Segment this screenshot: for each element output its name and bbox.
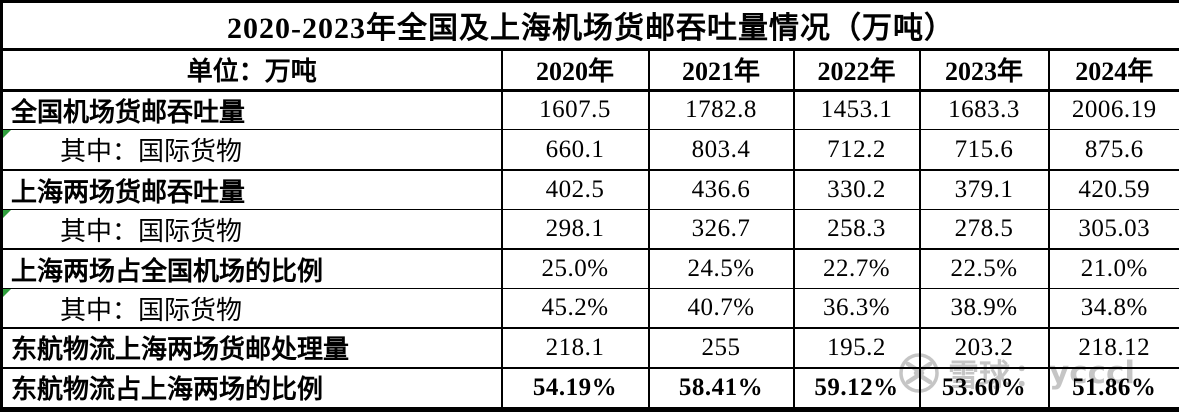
cell-value: 1607.5 <box>501 90 650 131</box>
cell-value: 22.7% <box>793 249 921 290</box>
cell-value: 715.6 <box>919 129 1050 172</box>
table-row: 东航物流上海两场货邮处理量 218.1 255 195.2 203.2 218.… <box>1 328 1179 369</box>
cell-value: 379.1 <box>919 170 1050 211</box>
table-row: 2020-2023年全国及上海机场货邮吞吐量情况（万吨） <box>1 1 1179 51</box>
cell-value: 326.7 <box>648 209 795 251</box>
cell-value: 203.2 <box>919 328 1050 369</box>
cell-value: 195.2 <box>793 328 921 369</box>
table-title: 2020-2023年全国及上海机场货邮吞吐量情况（万吨） <box>1 1 1179 51</box>
cell-value: 402.5 <box>501 170 650 211</box>
row-label: 上海两场占全国机场的比例 <box>1 249 503 290</box>
excel-error-indicator-icon <box>3 210 11 219</box>
cell-value: 660.1 <box>501 129 650 172</box>
cell-value: 218.1 <box>501 328 650 369</box>
cell-value: 36.3% <box>793 288 921 330</box>
cell-value: 40.7% <box>648 288 795 330</box>
cell-value: 1683.3 <box>919 90 1050 131</box>
year-header: 2023年 <box>919 49 1050 92</box>
cell-value: 21.0% <box>1048 249 1179 290</box>
row-label: 其中：国际货物 <box>1 288 503 330</box>
cell-value: 330.2 <box>793 170 921 211</box>
cell-value: 24.5% <box>648 249 795 290</box>
cell-value: 45.2% <box>501 288 650 330</box>
excel-error-indicator-icon <box>3 289 11 298</box>
row-label: 其中：国际货物 <box>1 129 503 172</box>
row-label-text: 其中：国际货物 <box>60 137 243 167</box>
table-row: 东航物流占上海两场的比例 54.19% 58.41% 59.12% 53.60%… <box>1 367 1179 411</box>
cell-value: 1453.1 <box>793 90 921 131</box>
table-row: 其中：国际货物 660.1 803.4 712.2 715.6 875.6 <box>1 129 1179 172</box>
cell-value: 22.5% <box>919 249 1050 290</box>
year-header: 2024年 <box>1048 49 1179 92</box>
cell-value: 258.3 <box>793 209 921 251</box>
table-row: 其中：国际货物 45.2% 40.7% 36.3% 38.9% 34.8% <box>1 288 1179 330</box>
cell-value: 1782.8 <box>648 90 795 131</box>
cell-value: 58.41% <box>648 367 795 411</box>
row-label: 其中：国际货物 <box>1 209 503 251</box>
row-label-text: 其中：国际货物 <box>60 295 243 325</box>
cell-value: 53.60% <box>919 367 1050 411</box>
cell-value: 436.6 <box>648 170 795 211</box>
table-row: 其中：国际货物 298.1 326.7 258.3 278.5 305.03 <box>1 209 1179 251</box>
cell-value: 298.1 <box>501 209 650 251</box>
cell-value: 59.12% <box>793 367 921 411</box>
row-label: 东航物流上海两场货邮处理量 <box>1 328 503 369</box>
excel-error-indicator-icon <box>3 130 11 139</box>
year-header: 2022年 <box>793 49 921 92</box>
cell-value: 34.8% <box>1048 288 1179 330</box>
cell-value: 25.0% <box>501 249 650 290</box>
cell-value: 51.86% <box>1048 367 1179 411</box>
unit-header-cell: 单位：万吨 <box>1 49 503 92</box>
cell-value: 2006.19 <box>1048 90 1179 131</box>
table-row: 上海两场货邮吞吐量 402.5 436.6 330.2 379.1 420.59 <box>1 170 1179 211</box>
cell-value: 278.5 <box>919 209 1050 251</box>
table-row: 全国机场货邮吞吐量 1607.5 1782.8 1453.1 1683.3 20… <box>1 90 1179 131</box>
row-label: 东航物流占上海两场的比例 <box>1 367 503 411</box>
cell-value: 420.59 <box>1048 170 1179 211</box>
cell-value: 255 <box>648 328 795 369</box>
cell-value: 305.03 <box>1048 209 1179 251</box>
year-header: 2020年 <box>501 49 650 92</box>
cell-value: 803.4 <box>648 129 795 172</box>
cell-value: 54.19% <box>501 367 650 411</box>
cell-value: 875.6 <box>1048 129 1179 172</box>
table-row: 上海两场占全国机场的比例 25.0% 24.5% 22.7% 22.5% 21.… <box>1 249 1179 290</box>
row-label: 全国机场货邮吞吐量 <box>1 90 503 131</box>
cell-value: 38.9% <box>919 288 1050 330</box>
table-row: 单位：万吨 2020年 2021年 2022年 2023年 2024年 <box>1 49 1179 92</box>
cell-value: 218.12 <box>1048 328 1179 369</box>
year-header: 2021年 <box>648 49 795 92</box>
row-label-text: 其中：国际货物 <box>60 216 243 246</box>
row-label: 上海两场货邮吞吐量 <box>1 170 503 211</box>
cell-value: 712.2 <box>793 129 921 172</box>
